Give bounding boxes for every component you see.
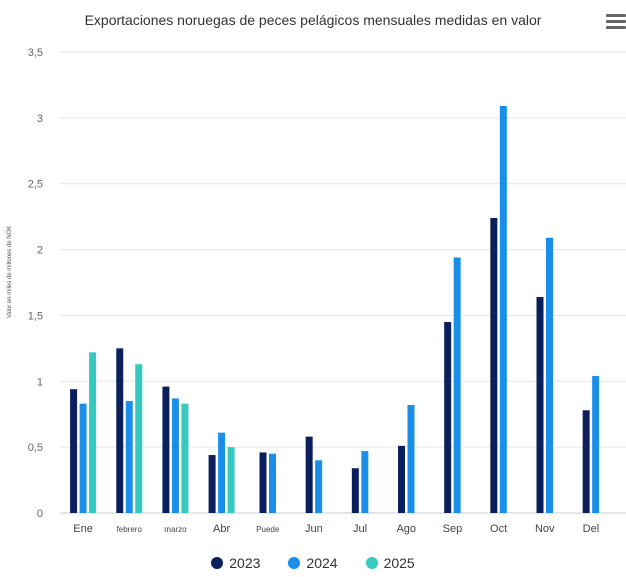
bar-2025-febrero[interactable] xyxy=(135,364,143,513)
bar-2023-Nov[interactable] xyxy=(536,296,544,513)
x-tick-label: Del xyxy=(583,523,600,535)
bar-2024-Abr[interactable] xyxy=(218,432,226,513)
bar-chart: 0 0,5 1 1,5 2 2,5 3 3,5 Ene febrero marzo Abr Puede… xyxy=(7,47,626,535)
legend-label-2023: 2023 xyxy=(229,555,261,571)
y-axis-label: Valor en miles de millones de NOK xyxy=(7,226,13,319)
y-tick-label: 3,5 xyxy=(28,47,43,59)
bar-2023-Jun[interactable] xyxy=(305,436,313,513)
x-tick-label: Oct xyxy=(490,523,507,535)
hamburger-menu-icon[interactable] xyxy=(606,14,626,32)
bar-2023-Puede[interactable] xyxy=(259,452,267,513)
bar-2024-Ene[interactable] xyxy=(79,403,87,513)
y-tick-labels: 0 0,5 1 1,5 2 2,5 3 3,5 xyxy=(28,47,43,520)
x-tick-label: Puede xyxy=(256,525,280,534)
x-tick-label: Sep xyxy=(443,523,463,535)
bar-2024-Sep[interactable] xyxy=(453,257,461,513)
bar-2025-Ene[interactable] xyxy=(89,352,97,513)
x-tick-label: febrero xyxy=(117,525,143,534)
x-tick-label: Jun xyxy=(305,523,323,535)
chart-title: Exportaciones noruegas de peces pelágico… xyxy=(84,12,542,28)
bar-2023-Del[interactable] xyxy=(582,410,590,513)
legend: 2023 2024 2025 xyxy=(0,555,626,571)
bar-2024-Ago[interactable] xyxy=(407,404,415,513)
legend-label-2025: 2025 xyxy=(383,555,415,571)
y-tick-label: 1,5 xyxy=(28,310,43,322)
bar-2023-Abr[interactable] xyxy=(208,455,216,513)
bar-2024-Puede[interactable] xyxy=(269,453,276,513)
legend-marker-2023 xyxy=(211,557,224,569)
bar-2024-Nov[interactable] xyxy=(546,237,553,513)
y-tick-label: 3 xyxy=(37,113,43,125)
y-tick-label: 0,5 xyxy=(28,442,43,454)
bar-2023-febrero[interactable] xyxy=(116,348,124,513)
bar-2024-Jul[interactable] xyxy=(361,451,369,513)
legend-marker-2025 xyxy=(365,557,378,569)
bar-2024-febrero[interactable] xyxy=(125,401,133,513)
legend-item-2023[interactable]: 2023 xyxy=(211,555,260,571)
bar-2025-Abr[interactable] xyxy=(227,447,235,513)
bar-2024-Del[interactable] xyxy=(592,376,600,513)
bar-2024-Jun[interactable] xyxy=(315,460,323,513)
y-tick-label: 0 xyxy=(37,508,43,520)
legend-label-2024: 2024 xyxy=(306,555,338,571)
grid-lines xyxy=(60,51,626,514)
bar-2024-marzo[interactable] xyxy=(171,398,179,513)
bar-2023-Jul[interactable] xyxy=(351,468,359,513)
bar-2023-Oct[interactable] xyxy=(490,217,498,513)
bar-2023-Ene[interactable] xyxy=(70,389,78,513)
y-tick-label: 1 xyxy=(37,376,43,388)
x-tick-labels: Ene febrero marzo Abr Puede Jun Jul Ago Sep Oct No… xyxy=(73,523,599,535)
x-tick-label: Ago xyxy=(396,523,416,535)
x-tick-label: marzo xyxy=(164,525,187,534)
x-tick-label: Abr xyxy=(213,523,230,535)
bar-2023-Sep[interactable] xyxy=(444,322,452,513)
bar-2024-Oct[interactable] xyxy=(499,106,507,513)
legend-marker-2024 xyxy=(288,557,301,569)
bars xyxy=(70,106,600,513)
x-tick-label: Nov xyxy=(535,523,555,535)
legend-item-2025[interactable]: 2025 xyxy=(365,555,415,571)
x-tick-label: Ene xyxy=(73,523,93,535)
x-tick-label: Jul xyxy=(353,523,367,535)
legend-item-2024[interactable]: 2024 xyxy=(288,555,338,571)
bar-2023-marzo[interactable] xyxy=(162,386,170,513)
y-tick-label: 2,5 xyxy=(28,179,43,191)
bar-2025-marzo[interactable] xyxy=(181,403,189,513)
y-tick-label: 2 xyxy=(37,245,43,257)
bar-2023-Ago[interactable] xyxy=(398,445,405,513)
